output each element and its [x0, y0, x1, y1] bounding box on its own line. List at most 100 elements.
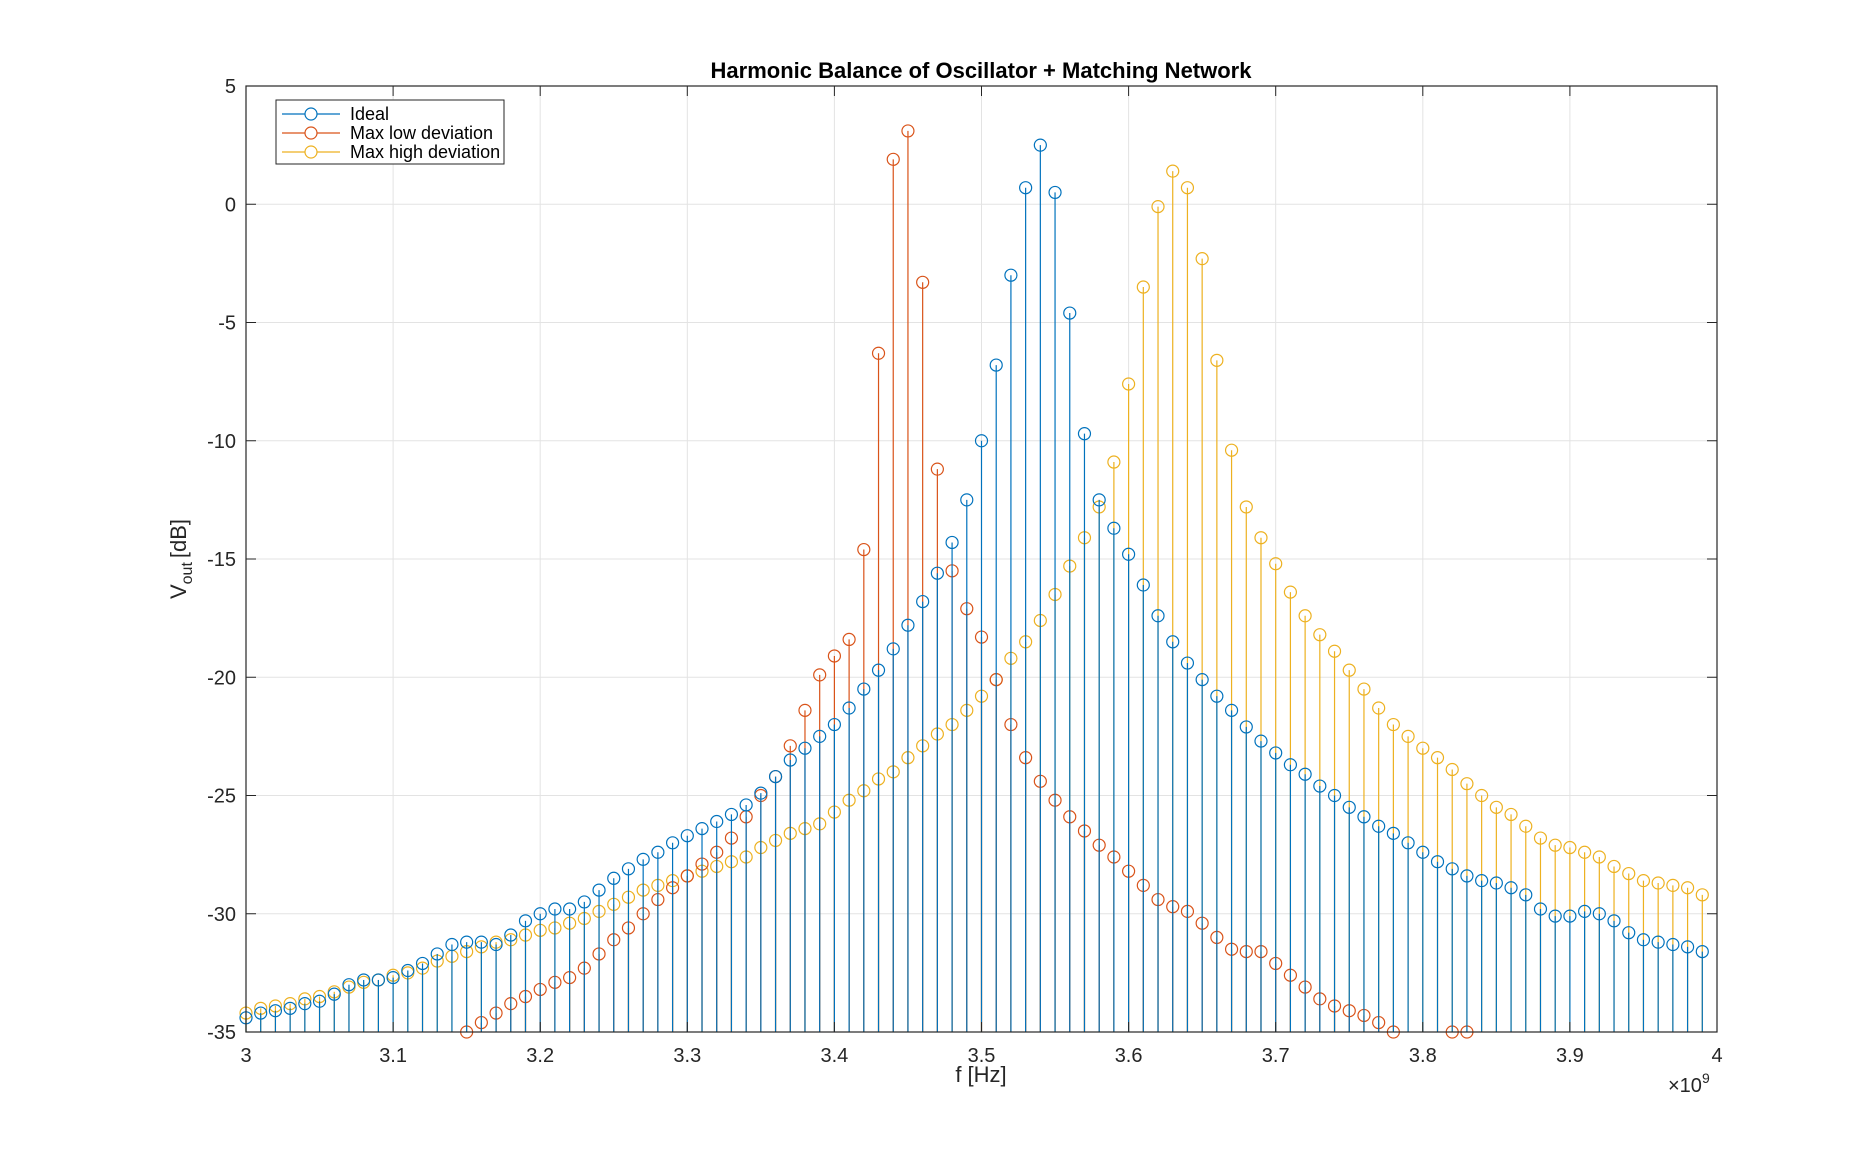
stem-marker	[563, 902, 577, 916]
stem-marker	[504, 928, 518, 942]
stem-marker	[1563, 840, 1577, 855]
stem-marker	[871, 346, 886, 360]
stem-marker	[813, 729, 827, 743]
stem-marker	[1283, 758, 1298, 772]
legend-marker-swatch	[304, 145, 318, 159]
stem-marker	[665, 836, 680, 850]
x-tick-label: 3.7	[1262, 1045, 1290, 1067]
stem-marker	[1533, 831, 1548, 845]
stem-marker	[1107, 521, 1121, 535]
stem-marker	[1401, 729, 1415, 743]
stem-marker	[754, 786, 768, 800]
stem-marker	[1460, 869, 1474, 883]
legend-marker-swatch	[304, 107, 318, 121]
stem-marker	[886, 152, 900, 166]
stem-marker	[1519, 888, 1533, 902]
stem-marker	[1386, 717, 1400, 732]
stem-marker	[1298, 767, 1312, 781]
stem-marker	[1416, 741, 1430, 755]
stem-marker	[1283, 585, 1298, 599]
stem-marker	[798, 741, 812, 755]
x-axis-label: f [Hz]	[955, 1062, 1006, 1087]
y-tick-label: -15	[207, 549, 236, 571]
stem-marker	[1578, 845, 1592, 859]
legend-label: Max low deviation	[350, 123, 493, 143]
stem-marker	[1224, 443, 1239, 457]
stem-marker	[357, 973, 371, 987]
stem-marker	[621, 862, 636, 876]
stem-marker	[1592, 907, 1606, 921]
stem-marker	[371, 973, 385, 987]
stem-marker	[1180, 656, 1195, 670]
stem-marker	[783, 739, 797, 753]
stem-marker	[474, 935, 488, 949]
y-tick-label: 0	[225, 194, 236, 216]
stem-marker	[916, 275, 930, 289]
stem-marker	[1666, 937, 1680, 952]
stem-marker	[1489, 800, 1503, 814]
stem-marker	[901, 618, 915, 632]
x-tick-label: 3.4	[820, 1045, 848, 1067]
x-tick-label: 4	[1711, 1045, 1722, 1067]
stem-marker	[1077, 427, 1092, 441]
stem-marker	[651, 845, 665, 859]
stem-marker	[974, 434, 989, 448]
stem-marker	[1695, 944, 1709, 959]
y-tick-label: -30	[207, 904, 236, 926]
stem-marker	[342, 978, 356, 992]
stem-marker	[857, 682, 871, 696]
svg-text:Vout[dB]: Vout [dB]	[166, 519, 196, 599]
stem-marker	[768, 769, 783, 784]
stem-marker	[930, 462, 944, 476]
stem-marker	[1019, 181, 1033, 195]
stem-marker	[1004, 268, 1018, 282]
stem-marker	[695, 822, 709, 836]
legend-label: Ideal	[350, 104, 389, 124]
stem-marker	[312, 994, 327, 1008]
y-tick-label: -35	[207, 1022, 236, 1044]
stem-marker	[1489, 876, 1503, 890]
stem-marker	[1092, 493, 1106, 507]
stem-marker	[1430, 751, 1445, 765]
stem-marker	[1651, 935, 1665, 949]
stem-marker	[930, 566, 944, 580]
stem-marker	[1430, 855, 1445, 869]
x-tick-label: 3.6	[1115, 1045, 1143, 1067]
stem-marker	[1357, 810, 1371, 824]
stem-marker	[460, 935, 474, 949]
stem-marker	[1357, 682, 1371, 696]
stem-marker	[1210, 689, 1224, 703]
stem-marker	[1401, 836, 1415, 850]
stem-marker	[577, 895, 591, 909]
stem-marker	[1342, 663, 1356, 677]
stem-marker	[1548, 909, 1562, 923]
stem-marker	[1445, 762, 1459, 777]
stem-marker	[1327, 644, 1342, 658]
stem-marker	[415, 956, 430, 971]
stem-marker	[783, 753, 797, 767]
stem-marker	[1386, 826, 1400, 840]
stem-marker	[827, 649, 842, 663]
legend-entry: Max high deviation	[282, 142, 500, 162]
stem-marker	[1607, 914, 1621, 928]
stem-marker	[724, 807, 739, 822]
y-tick-label: -5	[218, 313, 236, 335]
stem-marker	[636, 852, 650, 866]
stem-marker	[842, 701, 856, 715]
stem-marker	[1475, 874, 1489, 888]
stem-marker	[1210, 353, 1224, 367]
stem-marker	[842, 632, 856, 647]
legend-label: Max high deviation	[350, 142, 500, 162]
y-tick-label: -10	[207, 431, 236, 453]
stem-marker	[1239, 500, 1253, 514]
y-axis-label-unit: [dB]	[166, 519, 191, 558]
stem-marker	[680, 829, 694, 843]
stem-marker	[254, 1006, 268, 1020]
stem-marker	[1651, 876, 1665, 890]
stem-marker	[1680, 940, 1695, 954]
stem-series-layer	[239, 124, 1709, 1039]
stem-marker	[1548, 838, 1562, 852]
stem-marker	[607, 871, 621, 885]
